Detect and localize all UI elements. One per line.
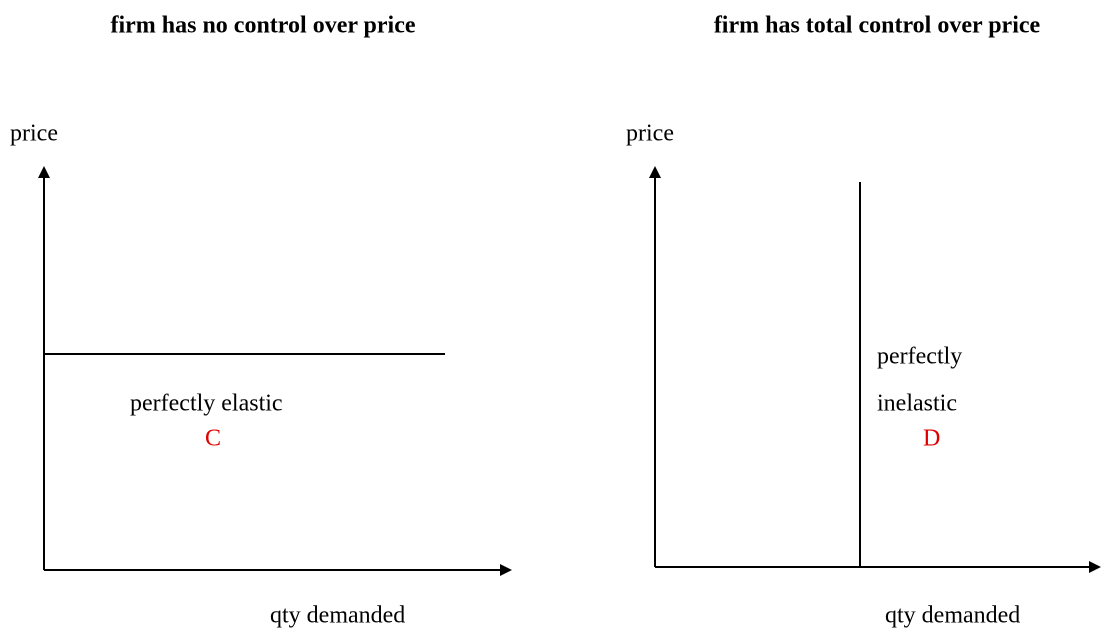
y-axis-label: price [626, 121, 674, 147]
x-axis-label: qty demanded [885, 603, 1020, 629]
curve-letter: D [923, 426, 940, 452]
y-axis-label: price [10, 121, 58, 147]
x-axis-label: qty demanded [270, 603, 405, 629]
curve-label: inelastic [877, 391, 957, 417]
panel-title: firm has no control over price [110, 13, 415, 39]
curve-label: perfectly [877, 344, 962, 370]
curve-label: perfectly elastic [130, 391, 283, 417]
panel-title: firm has total control over price [714, 13, 1041, 39]
curve-letter: C [205, 426, 221, 452]
